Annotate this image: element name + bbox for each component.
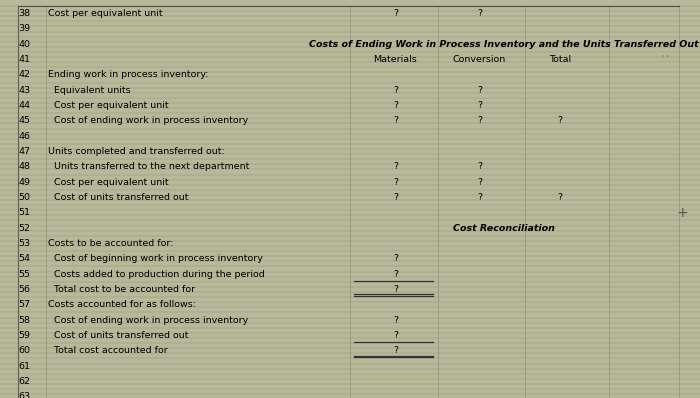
Text: Ending work in process inventory:: Ending work in process inventory: bbox=[48, 70, 208, 80]
Text: ?: ? bbox=[557, 193, 563, 202]
Text: 40: 40 bbox=[18, 40, 30, 49]
Text: 52: 52 bbox=[18, 224, 30, 233]
Text: Cost of beginning work in process inventory: Cost of beginning work in process invent… bbox=[48, 254, 262, 263]
Text: Costs of Ending Work in Process Inventory and the Units Transferred Out: Costs of Ending Work in Process Inventor… bbox=[309, 40, 699, 49]
Text: Cost per equivalent unit: Cost per equivalent unit bbox=[48, 178, 168, 187]
Text: 63: 63 bbox=[18, 392, 30, 398]
Text: ?: ? bbox=[393, 316, 398, 325]
Text: 61: 61 bbox=[18, 361, 30, 371]
Text: 55: 55 bbox=[18, 269, 30, 279]
Text: 49: 49 bbox=[18, 178, 30, 187]
Text: ?: ? bbox=[477, 9, 482, 18]
Text: ?: ? bbox=[393, 116, 398, 125]
Text: 56: 56 bbox=[18, 285, 30, 294]
Text: Cost of ending work in process inventory: Cost of ending work in process inventory bbox=[48, 316, 248, 325]
Text: 44: 44 bbox=[18, 101, 30, 110]
Text: 57: 57 bbox=[18, 300, 30, 309]
Text: ' ': ' ' bbox=[662, 55, 668, 64]
Text: 51: 51 bbox=[18, 208, 30, 217]
Text: ?: ? bbox=[393, 162, 398, 172]
Text: ?: ? bbox=[393, 178, 398, 187]
Text: 50: 50 bbox=[18, 193, 30, 202]
Text: Costs accounted for as follows:: Costs accounted for as follows: bbox=[48, 300, 195, 309]
Text: ?: ? bbox=[393, 346, 398, 355]
Text: 59: 59 bbox=[18, 331, 30, 340]
Text: 42: 42 bbox=[18, 70, 30, 80]
Text: Units transferred to the next department: Units transferred to the next department bbox=[48, 162, 249, 172]
Text: ?: ? bbox=[393, 269, 398, 279]
Text: 38: 38 bbox=[18, 9, 30, 18]
Text: 45: 45 bbox=[18, 116, 30, 125]
Text: ?: ? bbox=[393, 9, 398, 18]
Text: ?: ? bbox=[393, 193, 398, 202]
Text: 43: 43 bbox=[18, 86, 30, 95]
Text: 58: 58 bbox=[18, 316, 30, 325]
Text: Total cost to be accounted for: Total cost to be accounted for bbox=[48, 285, 195, 294]
Text: Total: Total bbox=[549, 55, 571, 64]
Text: ?: ? bbox=[393, 86, 398, 95]
Text: Cost of units transferred out: Cost of units transferred out bbox=[48, 193, 188, 202]
Text: ?: ? bbox=[393, 101, 398, 110]
Text: Costs to be accounted for:: Costs to be accounted for: bbox=[48, 239, 173, 248]
Text: Units completed and transferred out:: Units completed and transferred out: bbox=[48, 147, 224, 156]
Text: ?: ? bbox=[477, 101, 482, 110]
Text: 53: 53 bbox=[18, 239, 30, 248]
Text: ?: ? bbox=[477, 193, 482, 202]
Text: Total cost accounted for: Total cost accounted for bbox=[48, 346, 167, 355]
Text: Cost Reconciliation: Cost Reconciliation bbox=[453, 224, 555, 233]
Text: 62: 62 bbox=[18, 377, 30, 386]
Text: ?: ? bbox=[477, 162, 482, 172]
Text: ?: ? bbox=[393, 285, 398, 294]
Text: Cost of units transferred out: Cost of units transferred out bbox=[48, 331, 188, 340]
Text: Cost per equivalent unit: Cost per equivalent unit bbox=[48, 101, 168, 110]
Text: 39: 39 bbox=[18, 24, 30, 33]
Text: Equivalent units: Equivalent units bbox=[48, 86, 130, 95]
Text: 60: 60 bbox=[18, 346, 30, 355]
Text: ?: ? bbox=[393, 331, 398, 340]
Text: Materials: Materials bbox=[374, 55, 417, 64]
Text: 47: 47 bbox=[18, 147, 30, 156]
Text: Cost of ending work in process inventory: Cost of ending work in process inventory bbox=[48, 116, 248, 125]
Text: Cost per equivalent unit: Cost per equivalent unit bbox=[48, 9, 162, 18]
Text: ?: ? bbox=[477, 116, 482, 125]
Text: ?: ? bbox=[477, 86, 482, 95]
Text: +: + bbox=[677, 206, 688, 220]
Text: ?: ? bbox=[477, 178, 482, 187]
Text: ?: ? bbox=[557, 116, 563, 125]
Text: ?: ? bbox=[393, 254, 398, 263]
Text: Costs added to production during the period: Costs added to production during the per… bbox=[48, 269, 265, 279]
Text: Conversion: Conversion bbox=[453, 55, 506, 64]
Text: 54: 54 bbox=[18, 254, 30, 263]
Text: 41: 41 bbox=[18, 55, 30, 64]
Text: 48: 48 bbox=[18, 162, 30, 172]
Text: 46: 46 bbox=[18, 132, 30, 141]
